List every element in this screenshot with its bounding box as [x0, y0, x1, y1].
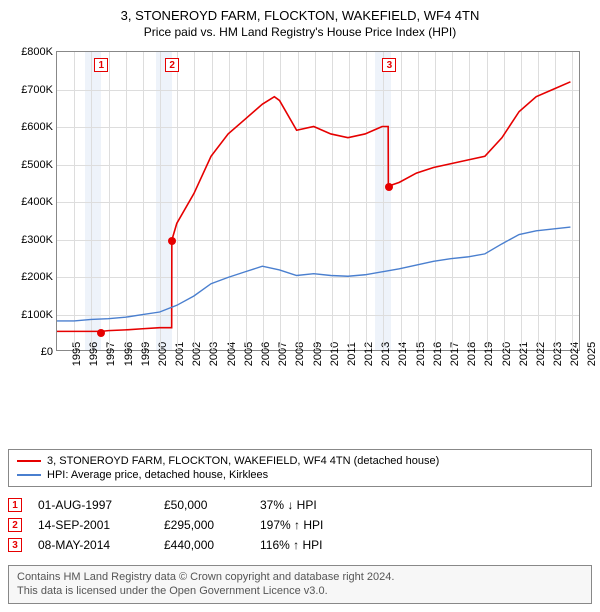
sale-price: £50,000	[164, 498, 244, 512]
y-tick-label: £100K	[21, 309, 53, 321]
sale-date: 01-AUG-1997	[38, 498, 148, 512]
chart: £0 £100K £200K £300K £400K £500K £600K £700K £80…	[8, 47, 592, 407]
sale-row: 3 08-MAY-2014 £440,000 116% ↑ HPI	[8, 535, 592, 555]
legend-swatch	[17, 474, 41, 476]
sales-table: 1 01-AUG-1997 £50,000 37% ↓ HPI 2 14-SEP-2001…	[8, 495, 592, 555]
sale-marker-box: 3	[382, 58, 396, 72]
footnote-line: Contains HM Land Registry data © Crown c…	[17, 570, 583, 584]
y-tick-label: £700K	[21, 84, 53, 96]
chart-subtitle: Price paid vs. HM Land Registry's House …	[8, 25, 592, 39]
y-tick-label: £0	[41, 346, 53, 358]
legend-item: 3, STONEROYD FARM, FLOCKTON, WAKEFIELD, …	[17, 454, 583, 468]
chart-title: 3, STONEROYD FARM, FLOCKTON, WAKEFIELD, …	[8, 8, 592, 23]
legend-item: HPI: Average price, detached house, Kirk…	[17, 468, 583, 482]
sale-row-marker: 2	[8, 518, 22, 532]
legend: 3, STONEROYD FARM, FLOCKTON, WAKEFIELD, …	[8, 449, 592, 487]
y-tick-label: £300K	[21, 234, 53, 246]
legend-label: HPI: Average price, detached house, Kirk…	[47, 469, 268, 481]
sale-marker-dot	[168, 237, 176, 245]
sale-price: £295,000	[164, 518, 244, 532]
footnote: Contains HM Land Registry data © Crown c…	[8, 565, 592, 604]
legend-label: 3, STONEROYD FARM, FLOCKTON, WAKEFIELD, …	[47, 455, 439, 467]
sale-pct: 197% ↑ HPI	[260, 518, 370, 532]
y-tick-label: £400K	[21, 196, 53, 208]
sale-row: 2 14-SEP-2001 £295,000 197% ↑ HPI	[8, 515, 592, 535]
y-tick-label: £200K	[21, 271, 53, 283]
legend-swatch	[17, 460, 41, 462]
footnote-line: This data is licensed under the Open Gov…	[17, 584, 583, 598]
sale-price: £440,000	[164, 538, 244, 552]
line-layer	[57, 52, 579, 350]
sale-row: 1 01-AUG-1997 £50,000 37% ↓ HPI	[8, 495, 592, 515]
sale-pct: 116% ↑ HPI	[260, 538, 370, 552]
series-hpi	[57, 227, 570, 321]
plot-area: £0£100K£200K£300K£400K£500K£600K£700K£80…	[56, 51, 580, 351]
sale-pct: 37% ↓ HPI	[260, 498, 370, 512]
sale-marker-dot	[97, 329, 105, 337]
sale-date: 14-SEP-2001	[38, 518, 148, 532]
sale-row-marker: 1	[8, 498, 22, 512]
y-tick-label: £800K	[21, 46, 53, 58]
sale-row-marker: 3	[8, 538, 22, 552]
y-tick-label: £600K	[21, 121, 53, 133]
series-property	[57, 82, 570, 332]
sale-date: 08-MAY-2014	[38, 538, 148, 552]
sale-marker-dot	[385, 183, 393, 191]
y-tick-label: £500K	[21, 159, 53, 171]
sale-marker-box: 2	[165, 58, 179, 72]
sale-marker-box: 1	[94, 58, 108, 72]
